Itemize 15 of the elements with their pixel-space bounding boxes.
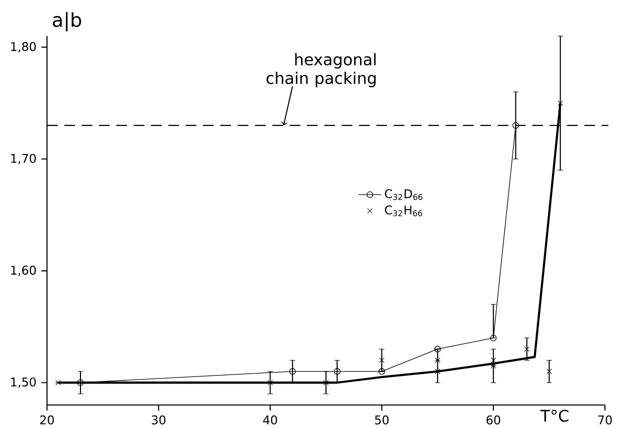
legend-label: C$_{32}$H$_{66}$ — [384, 205, 422, 216]
y-axis-title: a|b — [52, 12, 82, 32]
y-tick-label: 1,70 — [11, 154, 36, 164]
ref-line-label: hexagonal chain packing — [266, 53, 376, 88]
x-tick-label: 50 — [375, 415, 389, 424]
legend-label: C$_{32}$D$_{66}$ — [384, 189, 422, 200]
x-axis-title: T°C — [540, 410, 568, 422]
y-tick-label: 1,60 — [11, 266, 36, 276]
y-tick-label: 1,80 — [11, 42, 36, 52]
x-tick-label: 40 — [263, 415, 278, 424]
x-tick-label: 20 — [40, 415, 54, 424]
y-tick-label: 1,50 — [11, 377, 36, 388]
x-tick-label: 60 — [486, 415, 500, 424]
x-tick-label: 70 — [598, 415, 612, 424]
x-tick-label: 30 — [152, 415, 166, 424]
